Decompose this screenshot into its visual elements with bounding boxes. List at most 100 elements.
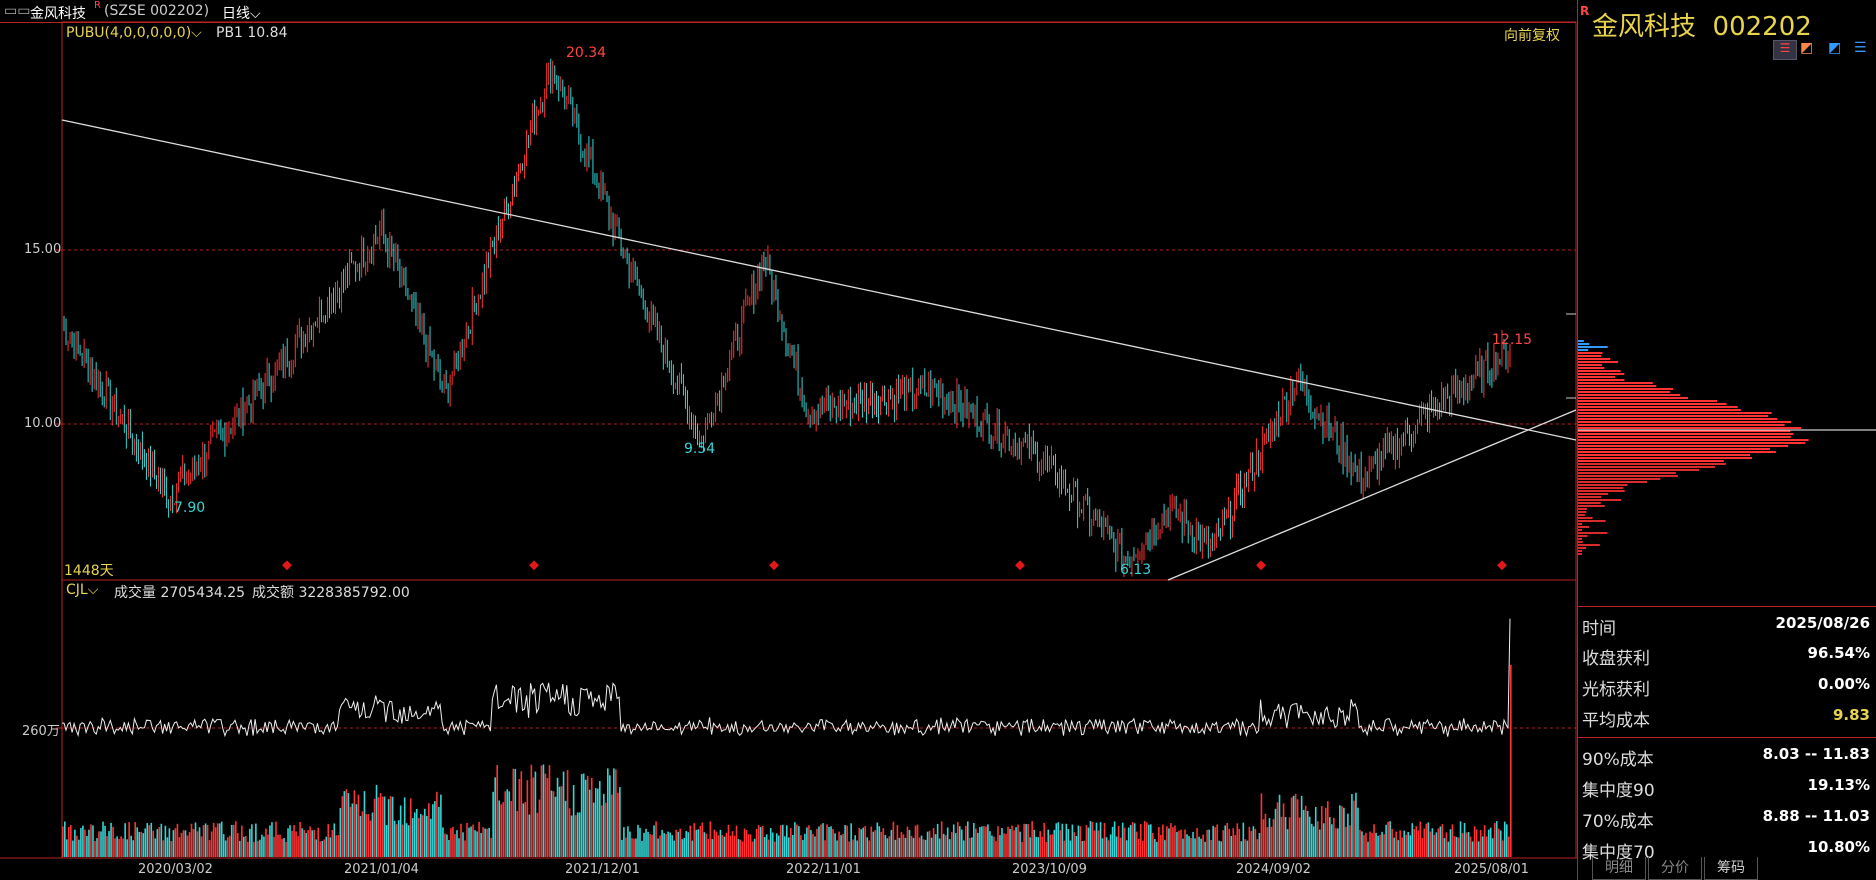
volume-bar	[1075, 836, 1078, 857]
chip-list-icon[interactable]: ☰	[1854, 40, 1867, 56]
volume-bar	[247, 841, 249, 857]
chart-canvas[interactable]	[0, 0, 1577, 880]
volume-bar	[651, 834, 653, 857]
chip-bar	[1578, 412, 1772, 414]
volume-bar	[661, 829, 663, 857]
chip-bar	[1578, 355, 1602, 357]
volume-bar	[206, 824, 209, 857]
volume-bar	[1423, 828, 1426, 857]
period-selector[interactable]: 日线⌵	[222, 6, 261, 22]
volume-bar	[1238, 828, 1241, 857]
volume-bar	[1131, 822, 1134, 857]
chip-color-icon[interactable]: ◩	[1800, 40, 1814, 56]
chip-bar	[1578, 454, 1751, 456]
volume-bar	[1339, 805, 1341, 857]
volume-bar	[1417, 830, 1420, 857]
volume-bar	[403, 797, 406, 857]
chip-bar	[1578, 541, 1583, 543]
tab-detail[interactable]: 明细	[1592, 857, 1646, 880]
chip-bar	[1578, 499, 1622, 501]
volume-bar	[985, 826, 987, 857]
volume-bar	[739, 839, 742, 857]
volume-bar	[84, 829, 86, 857]
chip-bar	[1578, 481, 1648, 483]
chip-blue-icon[interactable]: ◩	[1828, 40, 1842, 56]
volume-bar	[1385, 824, 1387, 857]
volume-bar	[977, 832, 979, 857]
volume-bar	[401, 824, 404, 857]
volume-bar	[76, 835, 78, 857]
volume-bar	[454, 834, 456, 857]
volume-bar	[749, 834, 752, 857]
volume-bar	[1184, 829, 1186, 857]
volume-bar	[349, 806, 352, 857]
chip-bar	[1578, 451, 1776, 453]
volume-bar	[932, 827, 935, 857]
volume-bar	[116, 836, 118, 857]
volume-bar	[168, 828, 171, 857]
volume-bar	[975, 828, 977, 857]
volume-bar	[102, 821, 104, 857]
volume-bar	[781, 824, 784, 857]
ascending-trendline	[1167, 409, 1577, 581]
volume-bar	[188, 832, 191, 857]
stat-value: 2025/08/26	[1775, 614, 1870, 632]
volume-bar	[90, 824, 92, 857]
volume-bar	[753, 838, 756, 857]
volume-bar	[1047, 829, 1050, 857]
volume-bar	[788, 837, 790, 857]
volume-bar	[1401, 837, 1403, 857]
volume-bar	[226, 837, 229, 857]
volume-bar	[446, 834, 448, 857]
volume-bar	[486, 828, 488, 857]
volume-bar	[669, 832, 671, 857]
volume-bar	[1208, 829, 1210, 857]
volume-bar	[118, 838, 120, 857]
chip-bar	[1578, 427, 1802, 429]
chip-bar	[1578, 388, 1674, 390]
volume-bar	[62, 826, 64, 857]
volume-bar	[1035, 836, 1037, 857]
chip-view-icon[interactable]: ☰	[1773, 40, 1797, 60]
volume-bar	[245, 835, 247, 857]
chip-bar	[1578, 352, 1603, 354]
chip-bar	[1578, 382, 1653, 384]
volume-bar	[158, 826, 161, 857]
tab-price[interactable]: 分价	[1648, 857, 1702, 880]
volume-bar	[540, 765, 543, 857]
volume-bar	[228, 835, 231, 857]
volume-bar	[794, 822, 796, 857]
stat-value: 10.80%	[1807, 838, 1870, 856]
chip-bar	[1578, 520, 1606, 522]
volume-indicator-selector[interactable]: CJL⌵	[66, 582, 99, 598]
volume-bar	[1113, 821, 1116, 857]
tab-chips[interactable]: 筹码	[1704, 857, 1758, 880]
volume-bar	[1117, 825, 1120, 857]
indicator-selector[interactable]: PUBU(4,0,0,0,0,0)⌵	[66, 25, 202, 41]
volume-bar	[1280, 816, 1283, 857]
volume-bar	[611, 794, 613, 857]
volume-bar	[476, 831, 478, 857]
volume-bar	[136, 827, 139, 857]
volume-bar	[1435, 832, 1438, 857]
volume-bar	[1415, 826, 1418, 857]
volume-bar	[675, 829, 677, 857]
volume-bar	[315, 839, 317, 857]
volume-bar	[1274, 808, 1277, 857]
chip-bar	[1578, 475, 1678, 477]
volume-bar	[261, 834, 263, 857]
volume-bar	[773, 841, 776, 857]
volume-bar	[230, 824, 233, 857]
volume-bar	[761, 825, 764, 857]
volume-bar	[1089, 821, 1092, 857]
chip-bar	[1578, 349, 1589, 351]
volume-bar	[506, 789, 509, 857]
volume-bar	[1296, 799, 1299, 857]
volume-bar	[747, 834, 750, 857]
window-icon[interactable]: ▭▭	[4, 3, 31, 19]
volume-bar	[126, 839, 128, 857]
volume-bar	[1051, 834, 1054, 857]
volume-bar	[884, 835, 887, 857]
adjust-button[interactable]: 向前复权	[1504, 28, 1560, 44]
volume-bar	[1053, 829, 1056, 857]
